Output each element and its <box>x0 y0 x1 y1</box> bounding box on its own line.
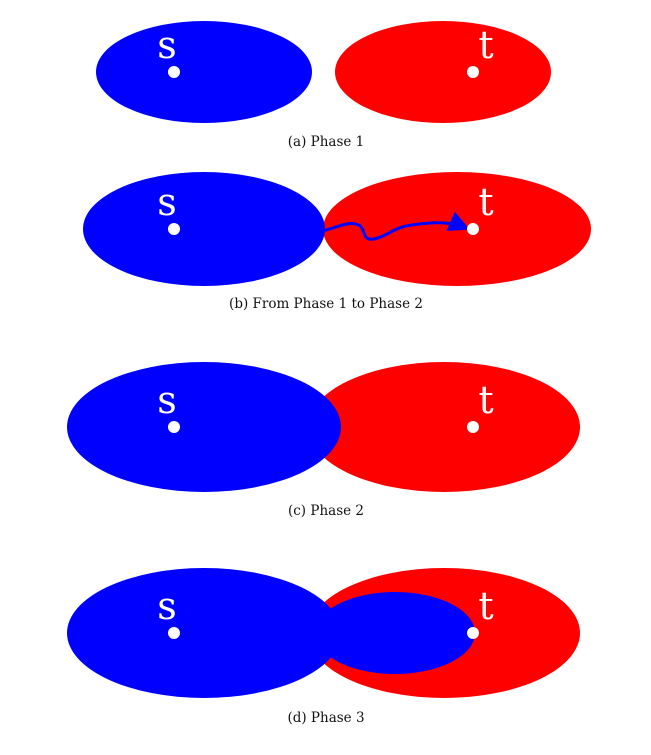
source-vertex <box>168 421 180 433</box>
source-label: s <box>157 23 177 67</box>
source-region <box>67 568 341 698</box>
source-vertex <box>168 66 180 78</box>
target-label: t <box>478 23 493 67</box>
source-label: s <box>157 584 177 628</box>
source-region <box>96 21 312 123</box>
target-label: t <box>478 180 493 224</box>
augmenting-path-arrow <box>322 211 470 241</box>
panel-c: s t (c) Phase 2 <box>67 362 580 519</box>
panel-caption: (c) Phase 2 <box>288 503 364 519</box>
target-label: t <box>478 584 493 628</box>
panel-d: s t (d) Phase 3 <box>67 568 580 726</box>
source-label: s <box>157 378 177 422</box>
target-region <box>308 362 580 492</box>
target-label: t <box>478 378 493 422</box>
panel-caption: (d) Phase 3 <box>287 710 364 726</box>
target-region <box>335 21 551 123</box>
source-region <box>83 172 325 286</box>
source-label: s <box>157 180 177 224</box>
panel-caption: (b) From Phase 1 to Phase 2 <box>229 296 423 312</box>
panel-a: s t (a) Phase 1 <box>96 21 551 150</box>
target-vertex <box>467 627 479 639</box>
panel-b: s t (b) From Phase 1 to Phase 2 <box>83 172 591 312</box>
target-vertex <box>467 421 479 433</box>
target-vertex <box>467 66 479 78</box>
source-region-extension <box>315 592 475 674</box>
source-vertex <box>168 627 180 639</box>
target-vertex <box>467 223 479 235</box>
source-vertex <box>168 223 180 235</box>
source-region <box>67 362 341 492</box>
panel-caption: (a) Phase 1 <box>288 134 365 150</box>
